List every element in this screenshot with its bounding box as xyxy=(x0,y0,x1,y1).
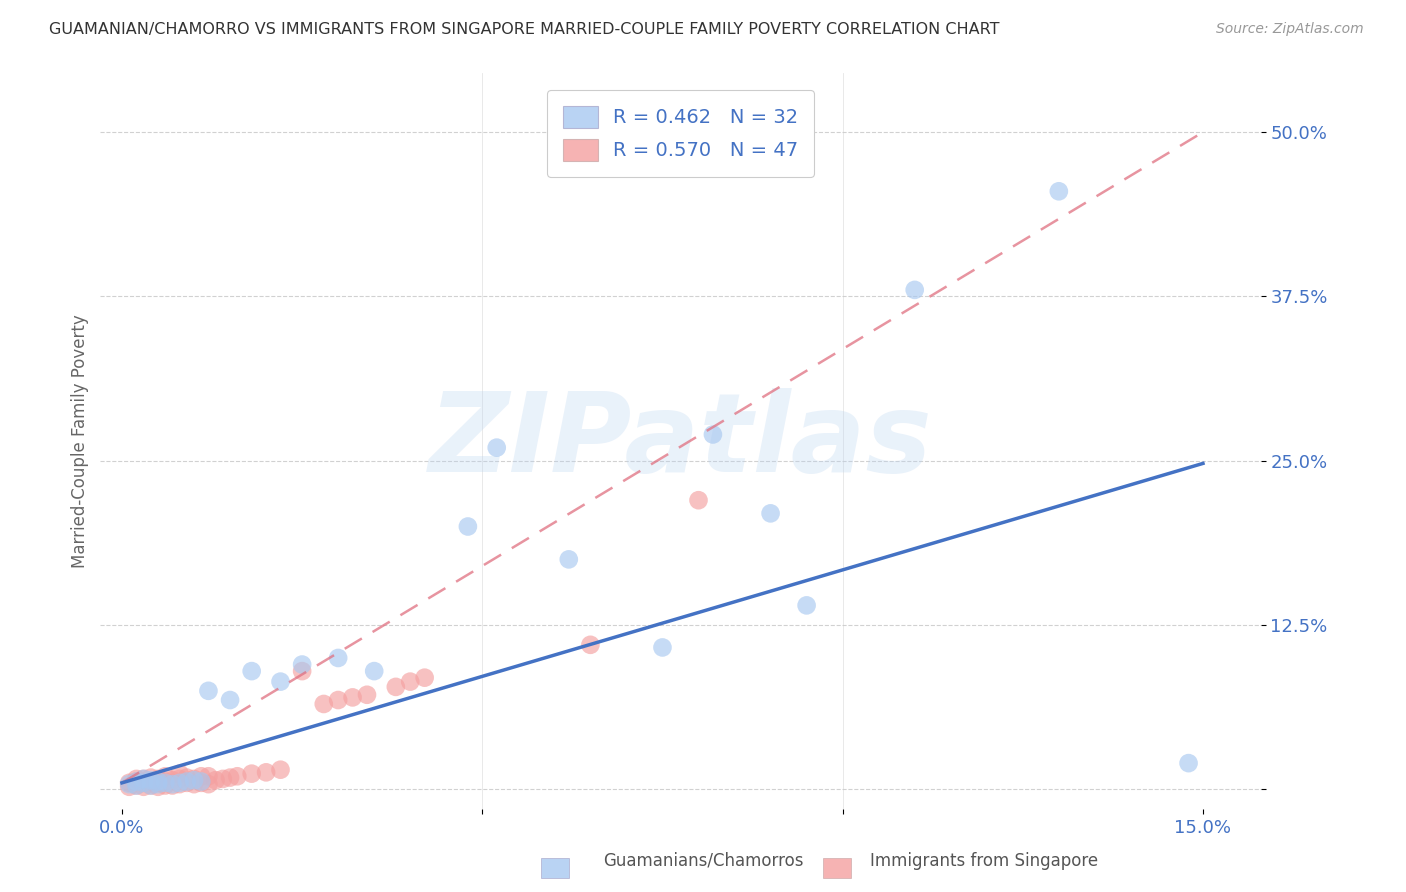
Point xyxy=(291,657,314,672)
Point xyxy=(155,774,177,789)
Point xyxy=(219,693,242,707)
Point xyxy=(399,674,422,689)
Point xyxy=(485,441,508,455)
Text: ZIPatlas: ZIPatlas xyxy=(429,387,932,494)
Point xyxy=(132,776,155,790)
Point xyxy=(579,638,602,652)
Point xyxy=(328,651,350,665)
Point xyxy=(139,771,162,785)
Point xyxy=(291,664,314,678)
Point xyxy=(240,766,263,780)
Text: GUAMANIAN/CHAMORRO VS IMMIGRANTS FROM SINGAPORE MARRIED-COUPLE FAMILY POVERTY CO: GUAMANIAN/CHAMORRO VS IMMIGRANTS FROM SI… xyxy=(49,22,1000,37)
Text: Guamanians/Chamorros: Guamanians/Chamorros xyxy=(603,852,803,870)
Point xyxy=(146,774,169,789)
Point xyxy=(270,674,292,689)
Point xyxy=(1047,184,1070,198)
Point xyxy=(204,773,226,788)
Point xyxy=(146,780,169,794)
Point xyxy=(162,773,184,788)
Point xyxy=(132,772,155,786)
Point xyxy=(183,777,205,791)
Point xyxy=(1177,756,1199,771)
Point xyxy=(219,771,242,785)
Point xyxy=(183,773,205,788)
Point xyxy=(176,771,198,785)
Point xyxy=(132,776,155,790)
Point xyxy=(139,779,162,793)
Point xyxy=(118,780,141,794)
Point xyxy=(342,690,364,705)
Point xyxy=(125,774,148,789)
Point xyxy=(125,774,148,789)
Point xyxy=(254,765,277,780)
Point xyxy=(139,779,162,793)
Point xyxy=(146,776,169,790)
Point xyxy=(240,664,263,678)
Point xyxy=(212,772,235,786)
Point xyxy=(125,772,148,786)
Point xyxy=(226,769,249,783)
Point xyxy=(146,777,169,791)
Point xyxy=(457,519,479,533)
Point xyxy=(155,776,177,790)
Point xyxy=(190,774,212,789)
Point xyxy=(169,777,191,791)
Text: Source: ZipAtlas.com: Source: ZipAtlas.com xyxy=(1216,22,1364,37)
Point xyxy=(169,766,191,780)
Point xyxy=(162,777,184,791)
Point xyxy=(155,769,177,783)
Point xyxy=(183,772,205,786)
Point xyxy=(176,774,198,789)
Point xyxy=(558,552,581,566)
Text: Immigrants from Singapore: Immigrants from Singapore xyxy=(870,852,1098,870)
Legend: R = 0.462   N = 32, R = 0.570   N = 47: R = 0.462 N = 32, R = 0.570 N = 47 xyxy=(547,90,814,177)
Point xyxy=(363,664,385,678)
Point xyxy=(118,777,141,791)
Point xyxy=(132,772,155,786)
Point xyxy=(688,493,710,508)
Point xyxy=(270,763,292,777)
Point xyxy=(132,780,155,794)
Point xyxy=(651,640,673,655)
Point xyxy=(796,599,818,613)
Point xyxy=(125,779,148,793)
Y-axis label: Married-Couple Family Poverty: Married-Couple Family Poverty xyxy=(72,314,89,568)
Point xyxy=(197,769,219,783)
Point xyxy=(125,779,148,793)
Point xyxy=(190,776,212,790)
Point xyxy=(197,683,219,698)
Point xyxy=(356,688,378,702)
Point xyxy=(702,427,724,442)
Point xyxy=(413,671,436,685)
Point xyxy=(162,779,184,793)
Point xyxy=(312,697,335,711)
Point xyxy=(139,773,162,788)
Point xyxy=(176,776,198,790)
Point xyxy=(146,772,169,786)
Point xyxy=(385,680,408,694)
Point xyxy=(759,507,782,521)
Point xyxy=(155,779,177,793)
Point xyxy=(139,774,162,789)
Point xyxy=(197,777,219,791)
Point xyxy=(118,776,141,790)
Point xyxy=(904,283,927,297)
Point xyxy=(190,769,212,783)
Point xyxy=(169,776,191,790)
Point xyxy=(169,772,191,786)
Point xyxy=(328,693,350,707)
